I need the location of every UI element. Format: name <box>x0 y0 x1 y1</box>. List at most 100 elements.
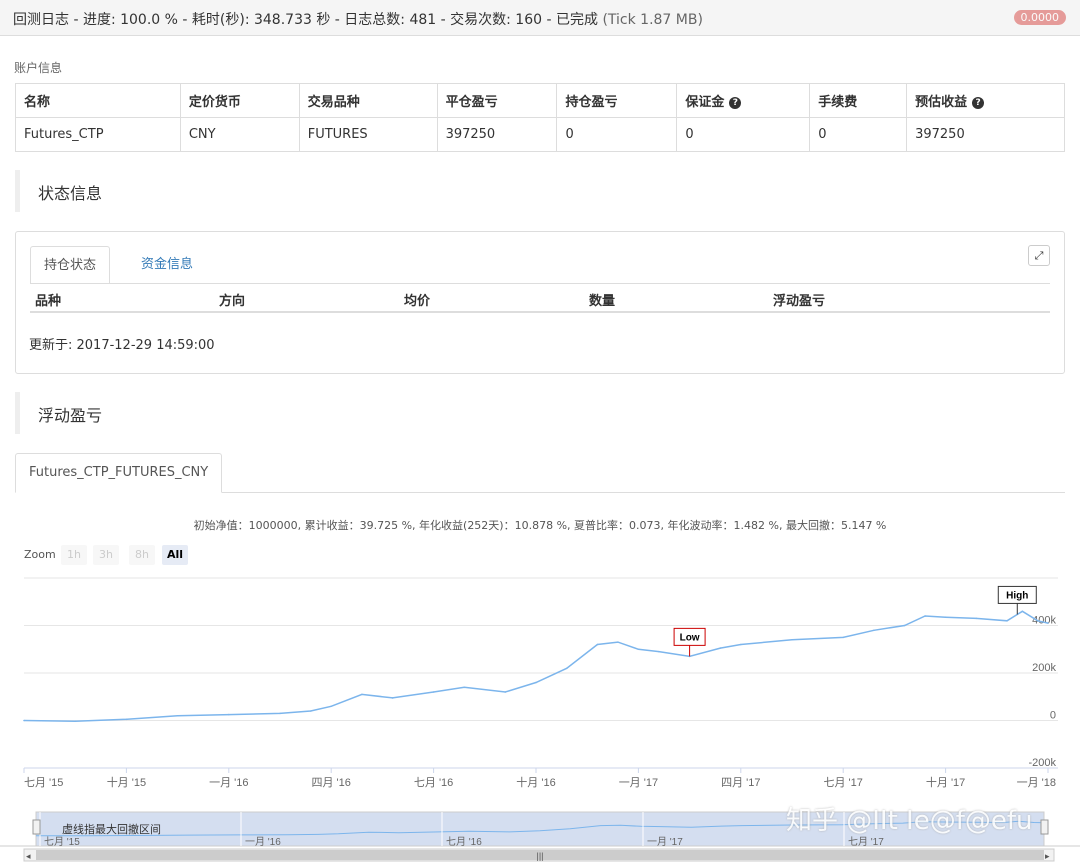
y-tick-label: -200k <box>1028 757 1056 769</box>
data-point <box>391 697 394 699</box>
data-point <box>330 705 333 708</box>
flag-label: High <box>1006 590 1028 601</box>
data-point <box>658 650 660 653</box>
updated-time: 更新于: 2017-12-29 14:59:00 <box>29 338 215 353</box>
x-tick-label: 十月 '16 <box>516 775 555 789</box>
x-tick-label: 一月 '18 <box>1017 777 1056 789</box>
data-point <box>842 636 844 639</box>
tab-divider <box>30 283 1050 284</box>
data-point <box>74 720 76 723</box>
status-title: 状态信息 <box>38 184 103 203</box>
navigator-tick-label: 七月 '16 <box>446 836 482 848</box>
navigator-tick-label: 一月 '17 <box>647 836 683 848</box>
tab-positions[interactable]: 持仓状态 <box>30 246 111 284</box>
data-point <box>596 643 599 646</box>
x-tick-label: 七月 '17 <box>823 776 862 789</box>
navigator-tick-label: 七月 '17 <box>848 836 884 848</box>
col-avg-price: 均价 <box>404 294 431 309</box>
col-quantity: 数量 <box>589 294 616 309</box>
tab-funds[interactable]: 资金信息 <box>141 257 194 272</box>
pnl-title: 浮动盈亏 <box>38 406 103 425</box>
x-tick-label: 四月 '16 <box>311 777 350 789</box>
cell-estimated-profit: 397250 <box>906 117 1065 152</box>
question-circle-icon[interactable]: ? <box>729 97 742 109</box>
col-direction: 方向 <box>219 294 246 309</box>
data-point <box>279 712 281 715</box>
data-point <box>924 615 926 617</box>
zoom-all-button[interactable]: All <box>162 545 188 565</box>
series-line <box>23 610 1049 722</box>
y-tick-label: 0 <box>1050 710 1056 722</box>
data-point <box>309 710 312 712</box>
flag-label: Low <box>680 632 700 643</box>
status-panel: 持仓状态 资金信息 ⤢ 品种 方向 均价 数量 浮动盈亏 更新于: 2017-1… <box>15 231 1065 374</box>
zoom-label: Zoom <box>24 548 56 561</box>
data-point <box>944 616 947 618</box>
table-row: Futures_CTP CNY FUTURES 397250 0 0 0 397… <box>15 117 1065 152</box>
cell-name: Futures_CTP <box>15 117 181 152</box>
navigator-tick-label: 七月 '15 <box>44 836 80 848</box>
cell-closed-pnl: 397250 <box>436 117 558 152</box>
data-point <box>361 693 363 696</box>
col-estimated-profit: 预估收益? <box>906 83 1065 118</box>
data-point <box>791 638 793 641</box>
navigator-tick-label: 一月 '16 <box>245 836 281 848</box>
data-point <box>535 681 537 684</box>
x-tick-label: 七月 '15 <box>24 776 63 789</box>
zoom-1h-button[interactable]: 1h <box>61 545 87 565</box>
col-currency: 定价货币 <box>179 83 300 118</box>
data-point <box>617 641 619 643</box>
scroll-left-arrow-icon[interactable]: ◂ <box>26 852 31 862</box>
navigator-handle[interactable] <box>1040 819 1049 835</box>
scroll-grip-icon: ||| <box>536 851 543 861</box>
zoom-8h-button[interactable]: 8h <box>129 545 155 565</box>
status-badge: 0.0000 <box>1013 10 1066 25</box>
data-point <box>176 714 179 717</box>
zoom-3h-button[interactable]: 3h <box>93 545 119 565</box>
navigator-series <box>35 820 1045 837</box>
positions-header: 品种 方向 均价 数量 浮动盈亏 <box>30 284 1050 313</box>
y-tick-label: 200k <box>1032 662 1056 674</box>
data-point <box>504 691 507 693</box>
navigator-handle[interactable] <box>32 819 41 835</box>
account-label: 账户信息 <box>14 61 63 75</box>
x-tick-label: 十月 '15 <box>107 775 146 789</box>
col-position-pnl: 持仓盈亏 <box>556 83 678 118</box>
data-point <box>740 643 742 646</box>
data-point <box>125 718 128 721</box>
data-point <box>432 691 435 693</box>
scrollbar-thumb[interactable] <box>36 850 1044 860</box>
data-point <box>1006 619 1008 622</box>
data-point <box>1047 622 1049 624</box>
cell-margin: 0 <box>676 117 811 152</box>
watermark: 知乎 @IIt Ie@f@efu <box>786 806 1033 836</box>
cell-fee: 0 <box>809 117 908 152</box>
log-title-main: 回测日志 - 进度: 100.0 % - 耗时(秒): 348.733 秒 - … <box>13 12 598 28</box>
data-point <box>975 617 978 620</box>
expand-icon[interactable]: ⤢ <box>1028 245 1050 266</box>
col-floating-pnl: 浮动盈亏 <box>773 294 826 309</box>
col-symbol: 品种 <box>35 294 62 309</box>
data-point <box>228 713 230 716</box>
cell-instrument: FUTURES <box>298 117 438 152</box>
account-table: 名称 定价货币 交易品种 平仓盈亏 持仓盈亏 保证金? 手续费 预估收益? Fu… <box>15 83 1065 152</box>
tab-series[interactable]: Futures_CTP_FUTURES_CNY <box>15 453 223 493</box>
x-tick-label: 一月 '16 <box>209 777 248 789</box>
cell-position-pnl: 0 <box>556 117 678 152</box>
navigator-label: 虚线指最大回撤区间 <box>62 822 161 836</box>
data-point <box>719 647 722 649</box>
x-tick-label: 一月 '17 <box>619 777 658 789</box>
series-tab-divider <box>15 492 1065 493</box>
scroll-right-arrow-icon[interactable]: ▸ <box>1045 852 1050 862</box>
data-point <box>1036 619 1039 622</box>
x-tick-label: 十月 '17 <box>926 775 965 789</box>
status-section-header: 状态信息 <box>15 170 1065 212</box>
log-title-tick: (Tick 1.87 MB) <box>602 12 703 28</box>
question-circle-icon[interactable]: ? <box>972 97 985 109</box>
data-point <box>873 629 875 632</box>
data-point <box>23 719 25 722</box>
data-point <box>1021 610 1024 613</box>
y-tick-label: 400k <box>1032 615 1056 627</box>
x-tick-label: 七月 '16 <box>414 776 453 789</box>
